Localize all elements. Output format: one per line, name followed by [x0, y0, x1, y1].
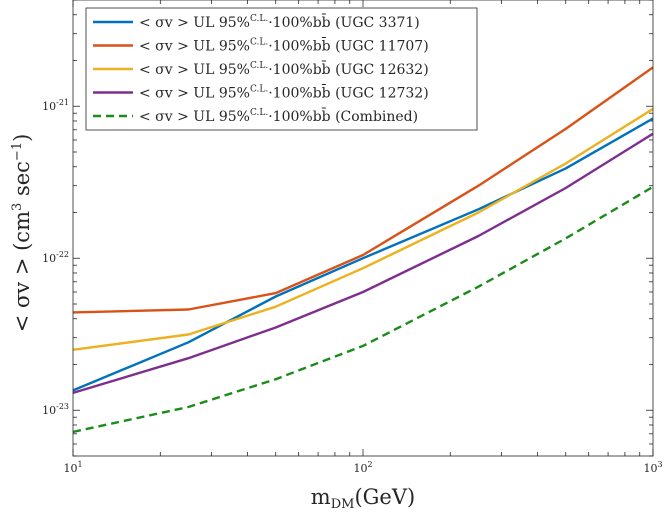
legend-entry-sup: C.L.	[250, 38, 268, 48]
y-tick-label-base: 10	[42, 252, 56, 265]
legend-entry-suffix: ·100%bb̄ (UGC 12632)	[268, 60, 428, 78]
y-tick-label: 10-23	[42, 402, 69, 417]
series-line-5	[72, 185, 654, 434]
x-tick-label-base: 10	[63, 462, 77, 475]
y-tick-label-exp: -21	[56, 98, 69, 107]
x-tick-label-exp: 3	[657, 460, 662, 469]
y-tick-label-exp: -23	[56, 402, 69, 411]
legend-entry-prefix: < σv > UL 95%	[139, 86, 250, 102]
legend-entry-prefix: < σv > UL 95%	[139, 15, 250, 31]
legend-entry-prefix: < σv > UL 95%	[139, 109, 250, 125]
y-tick-label: 10-22	[42, 250, 69, 265]
legend-entry-3: < σv > UL 95%C.L.·100%bb̄ (UGC 12632)	[139, 60, 429, 78]
legend-entry-suffix: ·100%bb̄ (UGC 12732)	[268, 83, 428, 101]
y-tick-label: 10-21	[42, 98, 69, 113]
series-lines	[72, 66, 654, 434]
x-axis-label: mDM(GeV)	[311, 485, 415, 512]
series-line-3	[72, 107, 654, 351]
x-tick-label: 101	[63, 460, 82, 475]
legend-entry-suffix: ·100%bb̄ (Combined)	[268, 107, 418, 125]
series-line-2	[72, 66, 654, 314]
series-line-1	[72, 117, 654, 392]
series-line-4	[72, 132, 654, 395]
x-tick-label-base: 10	[643, 462, 657, 475]
legend-entry-4: < σv > UL 95%C.L.·100%bb̄ (UGC 12732)	[139, 83, 429, 101]
y-tick-label-base: 10	[42, 404, 56, 417]
legend-entry-suffix: ·100%bb̄ (UGC 3371)	[268, 13, 420, 31]
legend-entry-sup: C.L.	[250, 61, 268, 71]
legend-entry-sup: C.L.	[250, 14, 268, 24]
x-tick-label-exp: 1	[77, 460, 82, 469]
x-tick-label-base: 10	[353, 462, 367, 475]
legend-entry-prefix: < σv > UL 95%	[139, 62, 250, 78]
x-tick-label: 102	[353, 460, 372, 475]
legend-entry-suffix: ·100%bb̄ (UGC 11707)	[268, 36, 428, 54]
y-tick-label-exp: -22	[56, 250, 69, 259]
x-tick-label-exp: 2	[367, 460, 372, 469]
legend-entry-1: < σv > UL 95%C.L.·100%bb̄ (UGC 3371)	[139, 13, 420, 31]
y-axis-label: < σv > (cm3 sec−1)	[10, 134, 34, 333]
legend-entry-2: < σv > UL 95%C.L.·100%bb̄ (UGC 11707)	[139, 36, 429, 54]
legend-entry-5: < σv > UL 95%C.L.·100%bb̄ (Combined)	[139, 107, 418, 125]
x-tick-label: 103	[643, 460, 662, 475]
legend-entry-sup: C.L.	[250, 108, 268, 118]
legend-entry-sup: C.L.	[250, 85, 268, 95]
legend-box	[85, 7, 478, 131]
plot-area-frame	[72, 0, 654, 457]
y-tick-label-base: 10	[42, 100, 56, 113]
legend-entry-prefix: < σv > UL 95%	[139, 39, 250, 55]
legend: < σv > UL 95%C.L.·100%bb̄ (UGC 3371)< σv…	[85, 7, 478, 131]
